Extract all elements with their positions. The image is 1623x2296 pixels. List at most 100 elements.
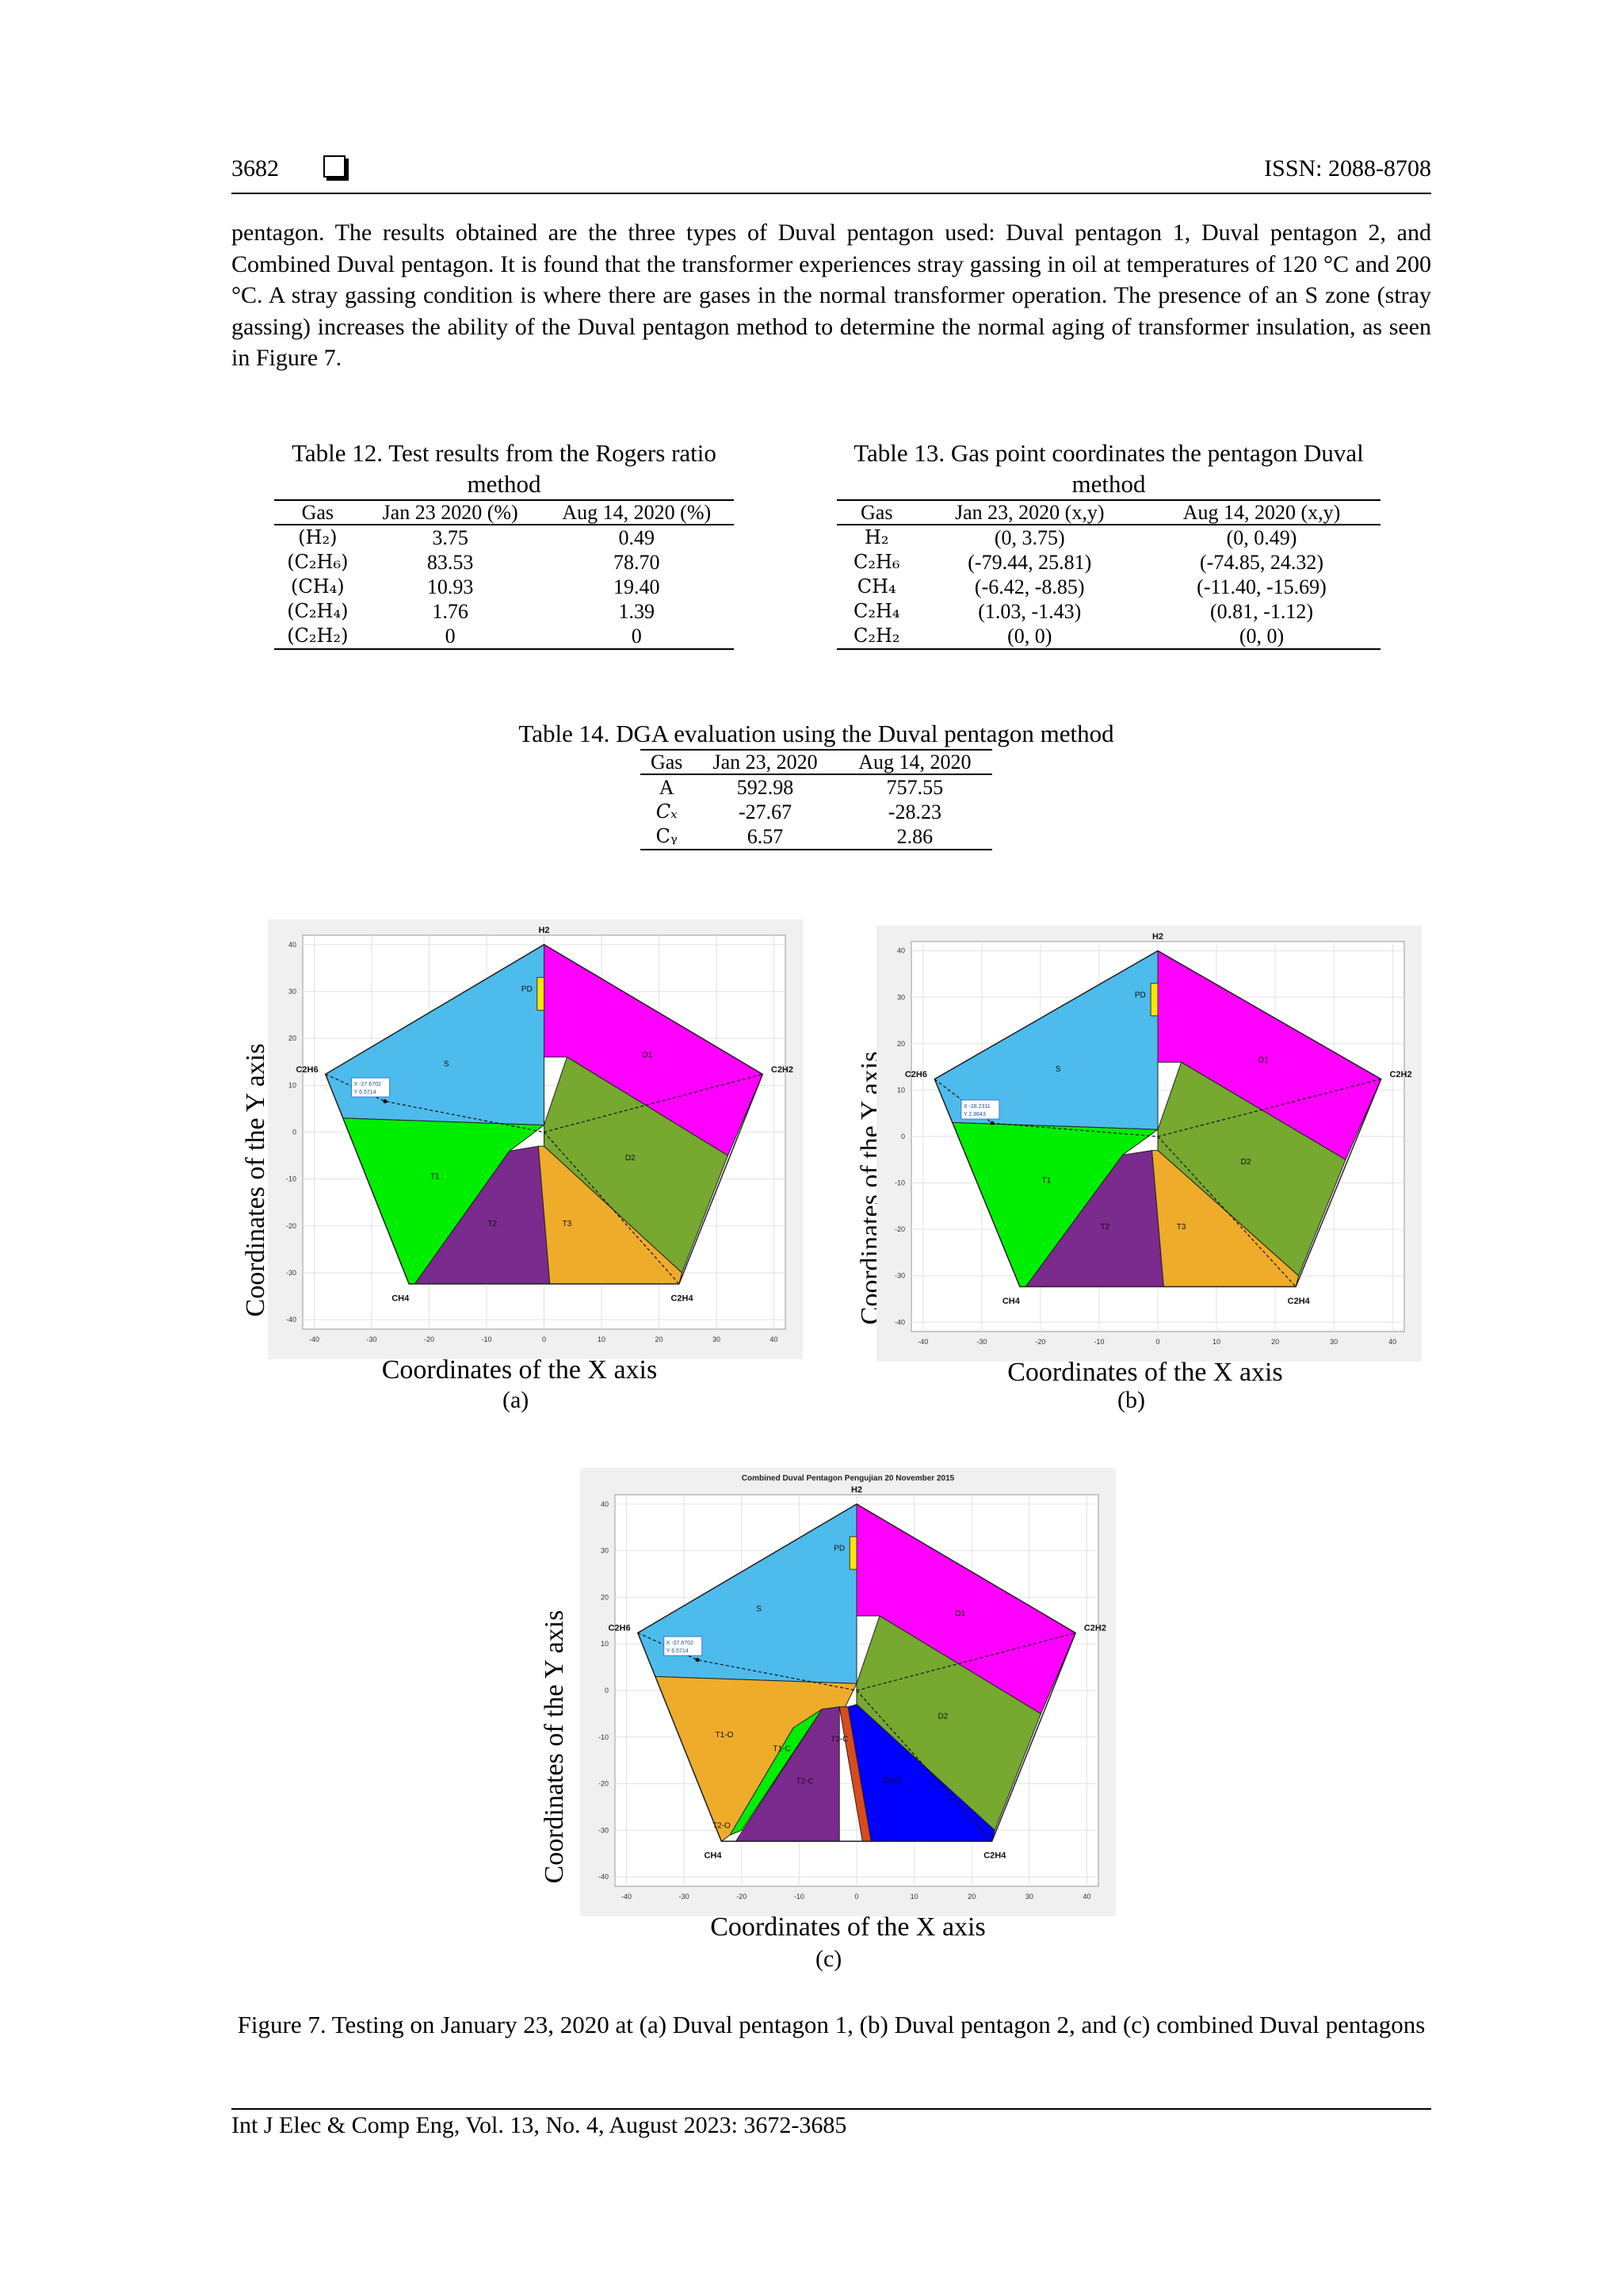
- table-cell: (0, 0): [1143, 624, 1381, 650]
- x-tick-label: -10: [794, 1893, 804, 1901]
- x-tick-label: 40: [1083, 1893, 1090, 1901]
- data-tip-x: X -28.2311: [964, 1104, 991, 1110]
- table-cell: (-79.44, 25.81): [968, 551, 1092, 574]
- x-tick-label: -20: [736, 1893, 747, 1901]
- y-tick-label: 10: [288, 1081, 296, 1089]
- journal-citation: Int J Elec & Comp Eng, Vol. 13, No. 4, A…: [231, 2112, 847, 2138]
- y-tick-label: 20: [288, 1034, 296, 1042]
- table-cell: 0: [539, 624, 734, 650]
- y-tick-label: 10: [897, 1086, 905, 1094]
- data-tip-y: Y 6.5714: [666, 1648, 689, 1654]
- zone-label: T1: [1041, 1177, 1051, 1186]
- zone-label: D2: [1241, 1158, 1251, 1167]
- zone-pd: [1150, 983, 1159, 1017]
- x-tick-label: -40: [309, 1335, 319, 1343]
- y-tick-label: 20: [897, 1040, 905, 1048]
- zone-t3-h: [847, 1704, 995, 1842]
- table-row: C₂H₆ (-79.44, 25.81) (-74.85, 24.32): [837, 550, 1381, 575]
- zone-pd: [537, 976, 544, 1011]
- table-cell: -28.23: [888, 800, 941, 823]
- x-tick-label: 0: [1155, 1338, 1159, 1346]
- table-cell: 10.93: [426, 575, 474, 598]
- table-cell: (CH₄): [291, 575, 345, 598]
- table-cell: 0: [361, 624, 540, 650]
- x-tick-label: 40: [1388, 1338, 1396, 1346]
- y-tick-label: -10: [895, 1179, 905, 1187]
- x-tick-label: -40: [918, 1338, 928, 1346]
- table-cell: 78.70: [613, 551, 660, 574]
- zone-label: S: [756, 1605, 762, 1614]
- table-12: Table 12. Test results from the Rogers r…: [274, 437, 734, 650]
- y-tick-label: -20: [895, 1225, 905, 1233]
- x-axis-label: Coordinates of the X axis: [710, 1912, 986, 1942]
- table-cell: (1.03, -1.43): [978, 600, 1082, 623]
- x-tick-label: 20: [968, 1893, 976, 1901]
- zone-label: T3: [1177, 1223, 1186, 1232]
- page-number: 3682: [231, 155, 279, 181]
- table-cell: C₂H₂: [837, 624, 917, 650]
- table-row: (CH₄) 10.93 19.40: [274, 575, 734, 599]
- table-row: A 592.98 757.55: [640, 774, 992, 800]
- zone-label: D2: [938, 1712, 949, 1721]
- table-cell: -27.67: [738, 800, 792, 823]
- zone-label: T1-O: [716, 1731, 734, 1740]
- y-tick-label: 30: [288, 988, 296, 995]
- vertex-label: CH4: [1002, 1297, 1021, 1306]
- x-tick-label: 30: [1330, 1338, 1338, 1346]
- table-cell: 592.98: [736, 776, 794, 799]
- data-point: [990, 1121, 995, 1125]
- table-row: CH₄ (-6.42, -8.85) (-11.40, -15.69): [837, 575, 1381, 599]
- table-cell: (0.81, -1.12): [1210, 600, 1313, 623]
- x-tick-label: 20: [1271, 1338, 1279, 1346]
- y-tick-label: -20: [598, 1780, 609, 1788]
- vertex-label: H2: [538, 926, 549, 935]
- issn: ISSN: 2088-8708: [1264, 155, 1431, 181]
- table-cell: Cᵧ: [640, 824, 693, 850]
- zone-label: D1: [643, 1051, 653, 1060]
- zone-label: D2: [625, 1154, 636, 1163]
- table-header: Gas: [837, 499, 917, 525]
- table-cell: 83.53: [426, 551, 474, 574]
- table-header: Jan 23, 2020: [693, 749, 838, 775]
- data-tip-box: [351, 1077, 391, 1098]
- zone-label: PD: [521, 985, 533, 994]
- x-tick-label: 10: [598, 1335, 605, 1343]
- zone-label: D1: [955, 1610, 965, 1618]
- table-row: C₂H₂ (0, 0) (0, 0): [837, 624, 1381, 650]
- x-tick-label: -20: [424, 1335, 434, 1343]
- zone-t1-c: [729, 1709, 823, 1836]
- table-header: Aug 14, 2020 (%): [539, 499, 734, 525]
- x-tick-label: -30: [679, 1893, 689, 1901]
- table-cell: (H₂): [298, 526, 338, 548]
- zone-label: S: [444, 1060, 449, 1069]
- data-point: [383, 1099, 388, 1104]
- data-tip-x: X -27.6702: [354, 1082, 381, 1087]
- table-cell: (0, 3.75): [994, 526, 1065, 549]
- table-12-caption: Table 12. Test results from the Rogers r…: [292, 439, 716, 498]
- table-cell: C₂H₄: [853, 600, 900, 622]
- zone-label: T2-O: [712, 1821, 731, 1830]
- zone-label: T2: [1101, 1223, 1110, 1232]
- table-cell: (0, 0.49): [1226, 526, 1297, 549]
- zone-t3: [1151, 1150, 1300, 1287]
- zone-label: T2: [487, 1220, 497, 1228]
- table-row: (H₂) 3.75 0.49: [274, 525, 734, 550]
- table-row: Cₓ -27.67 -28.23: [640, 800, 992, 824]
- table-row: (C₂H₄) 1.76 1.39: [274, 599, 734, 624]
- y-tick-label: -40: [286, 1316, 296, 1324]
- table-cell: Cₓ: [655, 800, 678, 823]
- zone-label: T1-C: [773, 1744, 790, 1753]
- vertex-label: C2H6: [296, 1065, 318, 1075]
- x-tick-label: -10: [1094, 1338, 1104, 1346]
- table-header: Jan 23 2020 (%): [361, 499, 540, 525]
- x-axis-label: Coordinates of the X axis: [1007, 1358, 1283, 1387]
- y-axis-label: Coordinates of the Y axis: [540, 1610, 569, 1884]
- y-tick-label: 10: [601, 1640, 609, 1648]
- vertex-label: H2: [1152, 932, 1163, 942]
- subfigure-label-a: (a): [502, 1387, 529, 1413]
- subfigure-label-b: (b): [1117, 1387, 1145, 1413]
- table-cell: 0.49: [618, 526, 655, 549]
- data-tip-box: [960, 1099, 1000, 1120]
- x-axis-label: Coordinates of the X axis: [381, 1355, 658, 1385]
- table-cell: (C₂H₄): [287, 600, 349, 622]
